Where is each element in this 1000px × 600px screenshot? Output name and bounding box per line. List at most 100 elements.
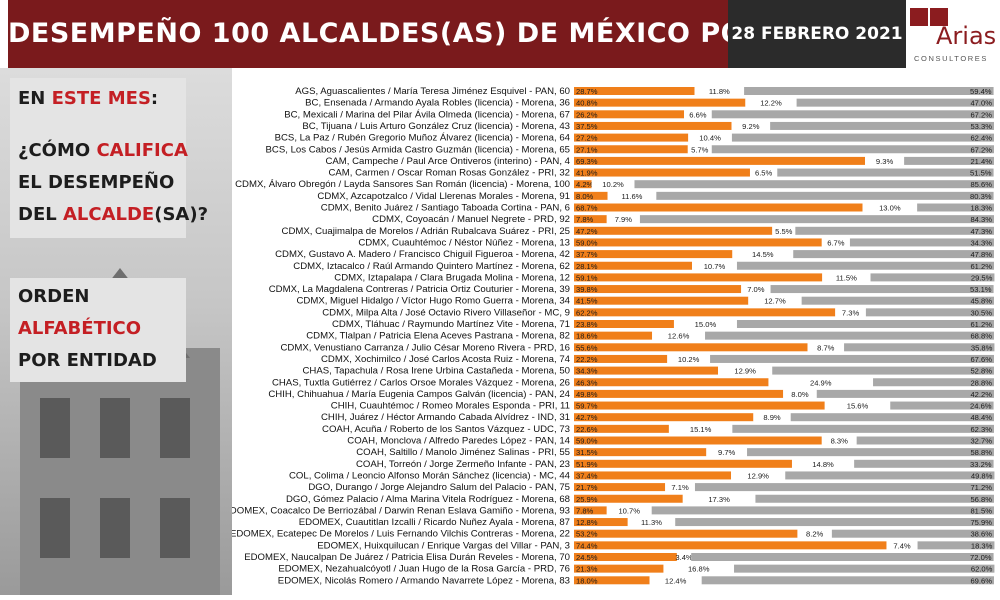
category-label: BC, Mexicali / Marina del Pilar Ávila Ol… [284,109,570,120]
bar-segment [753,413,791,422]
data-label: 12.9% [747,471,769,480]
company-logo: Arias CONSULTORES [906,0,1000,68]
chart-area: AGS, Aguascalientes / María Teresa Jimén… [223,68,1000,595]
bar-segment [783,389,817,398]
data-label: 8.0% [576,192,594,201]
bar-segment [574,145,688,154]
bar-segment [574,459,792,468]
data-label: 16.8% [688,565,710,574]
data-label: 12.6% [668,332,690,341]
question-line-1: EN ESTE MES: [18,88,159,109]
bar-segment [574,238,822,247]
data-label: 42.2% [970,390,992,399]
bar-segment [591,180,635,189]
data-label: 31.5% [576,448,598,457]
bar-segment [675,518,994,527]
data-label: 59.7% [576,402,598,411]
data-label: 62.0% [971,565,993,574]
category-label: CDMX, Gustavo A. Madero / Francisco Chig… [275,249,570,260]
bar-segment [745,98,797,107]
logo-subtitle: CONSULTORES [914,54,989,63]
question-line-4: DEL ALCALDE(SA)? [18,204,209,225]
data-label: 10.4% [699,134,721,143]
category-label: AGS, Aguascalientes / María Teresa Jimén… [295,86,570,97]
category-label: CAM, Carmen / Oscar Roman Rosas González… [328,168,570,179]
data-label: 7.8% [576,506,594,515]
category-label: COL, Colima / Leoncio Alfonso Morán Sánc… [289,470,571,481]
data-label: 10.2% [602,180,624,189]
data-label: 21.3% [576,565,598,574]
data-label: 48.4% [970,413,992,422]
bar-segment [844,343,995,352]
bar-segment [821,436,857,445]
data-label: 11.6% [621,192,642,201]
bar-segment [904,156,994,165]
data-label: 14.8% [812,460,834,469]
bar-segment [821,238,850,247]
data-label: 24.5% [576,553,598,562]
category-label: CDMX, Iztapalapa / Clara Brugada Molina … [334,272,570,283]
bar-segment [574,471,732,480]
bar-segment [574,133,689,142]
category-label: CDMX, Álvaro Obregón / Layda Sansores Sa… [235,179,570,190]
bar-segment [682,494,756,503]
data-label: 41.9% [576,169,598,178]
category-label: CDMX, Milpa Alta / José Octavio Rivero V… [322,307,570,318]
bar-segment [706,448,748,457]
data-label: 67.6% [970,355,992,364]
data-label: 35.8% [971,343,993,352]
bar-segment [574,436,822,445]
data-label: 37.7% [576,250,598,259]
category-label: BCS, La Paz / Rubén Gregorio Muñoz Álvar… [275,133,571,144]
bar-segment [574,308,836,317]
bar-segment [574,168,750,177]
bar-segment [770,121,994,130]
bar-segment [801,296,994,305]
bar-segment [688,133,732,142]
category-label: DGO, Gómez Palacio / Alma Marina Vitela … [286,494,570,505]
data-label: 46.3% [576,378,598,387]
bar-segment [822,273,871,282]
header: DESEMPEÑO 100 ALCALDES(AS) DE MÉXICO POR… [0,0,1000,68]
bar-segment [785,471,995,480]
data-label: 81.5% [970,506,992,515]
bar-segment [710,354,994,363]
data-label: 18.3% [970,204,992,213]
bar-segment [652,331,706,340]
bar-segment [741,285,771,294]
bar-segment [890,401,994,410]
category-label: EDOMEX, Ecatepec De Morelos / Luis Ferna… [232,529,570,540]
data-label: 25.9% [576,495,598,504]
bar-segment [684,110,712,119]
bar-segment [865,156,905,165]
bar-segment [574,110,685,119]
data-label: 56.8% [970,495,992,504]
data-label: 22.2% [576,355,598,364]
data-label: 29.5% [971,273,993,282]
data-label: 40.8% [576,99,598,108]
data-label: 41.5% [576,297,598,306]
bar-segment [873,378,994,387]
data-label: 8.9% [763,413,781,422]
category-label: BCS, Los Cabos / Jesús Armida Castro Guz… [266,144,570,155]
bar-segment [574,366,719,375]
data-label: 69.3% [576,157,598,166]
data-label: 8.2% [806,530,824,539]
data-label: 7.8% [576,215,594,224]
data-label: 18.3% [971,541,993,550]
bar-segment [673,320,737,328]
data-label: 53.3% [970,122,992,131]
category-label: EDOMEX, Naucalpan De Juárez / Patricia E… [244,552,570,563]
category-label: CDMX, Azcapotzalco / Vidal Llerenas Mora… [317,191,570,202]
bar-segment [734,564,995,573]
data-label: 55.6% [576,343,598,352]
data-label: 11.3% [641,518,662,527]
bar-segment [574,401,825,410]
category-label: DGO, Durango / Jorge Alejandro Salum del… [308,482,570,493]
category-label: CDMX, Benito Juárez / Santiago Taboada C… [321,203,570,214]
data-label: 32.7% [970,437,992,446]
bar-segment [574,529,798,538]
data-label: 45.8% [970,297,992,306]
data-label: 84.3% [970,215,992,224]
bar-segment [574,121,732,130]
